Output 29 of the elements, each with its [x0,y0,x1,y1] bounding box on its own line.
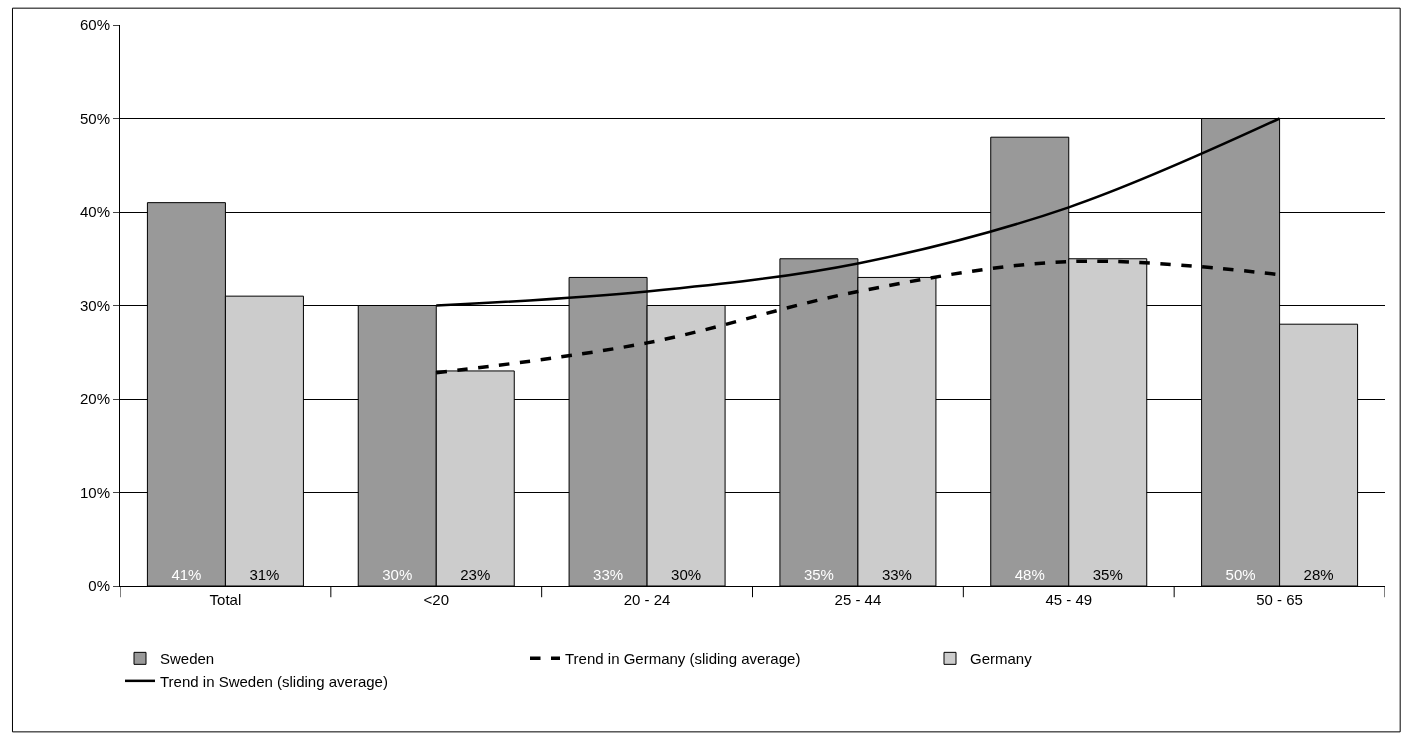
data-label: 35% [803,566,834,583]
data-label: 23% [460,566,491,583]
y-tick-label: 10% [79,483,110,501]
legend-label: Trend in Sweden (sliding average) [160,672,388,690]
data-label: 31% [249,566,280,583]
x-tick-label: 25 - 44 [834,591,882,608]
x-tick-label: <20 [423,591,449,608]
data-label: 30% [382,566,413,583]
y-tick-label: 20% [79,390,110,408]
x-tick-label: 50 - 65 [1256,591,1303,608]
legend-label: Trend in Germany (sliding average) [565,650,801,668]
data-label: 28% [1303,566,1334,583]
data-label: 33% [593,566,624,583]
x-tick-label: Total [209,591,242,608]
y-tick-label: 50% [79,109,110,127]
legend-label: Germany [970,650,1033,668]
data-label: 41% [171,566,202,583]
data-label: 35% [1092,566,1123,583]
data-label: 30% [671,566,702,583]
legend-label: Sweden [160,650,215,668]
data-label: 50% [1225,566,1256,583]
y-tick-label: 0% [88,577,110,595]
x-tick-label: 20 - 24 [623,591,671,608]
x-tick-label: 45 - 49 [1045,591,1093,608]
y-tick-label: 30% [79,296,110,314]
y-tick-label: 40% [79,203,110,221]
data-label: 48% [1014,566,1045,583]
data-label: 33% [881,566,912,583]
y-tick-label: 60% [79,16,110,34]
